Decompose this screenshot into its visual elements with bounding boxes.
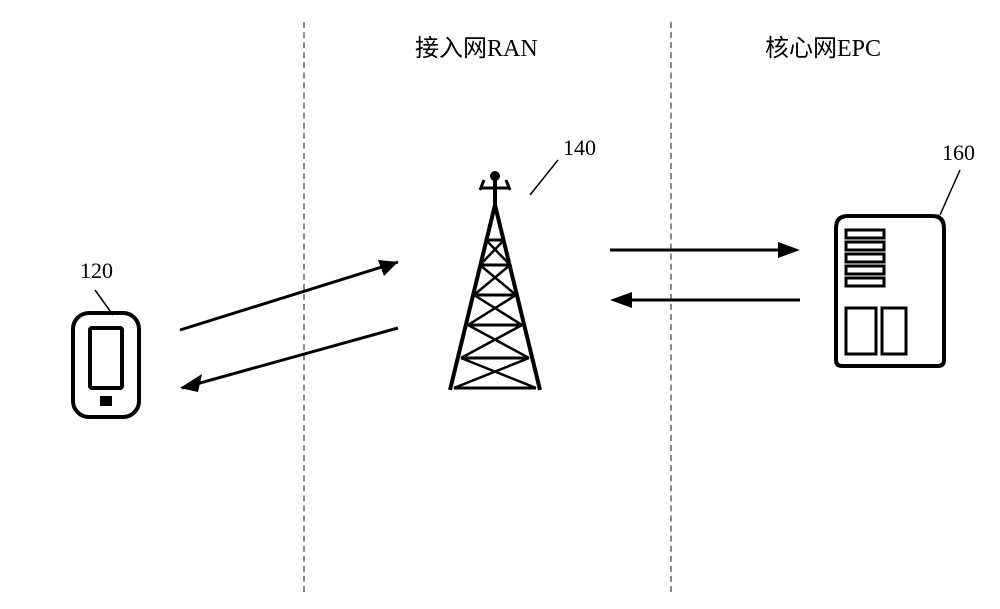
arrow-epc-to-ran	[0, 0, 1000, 609]
